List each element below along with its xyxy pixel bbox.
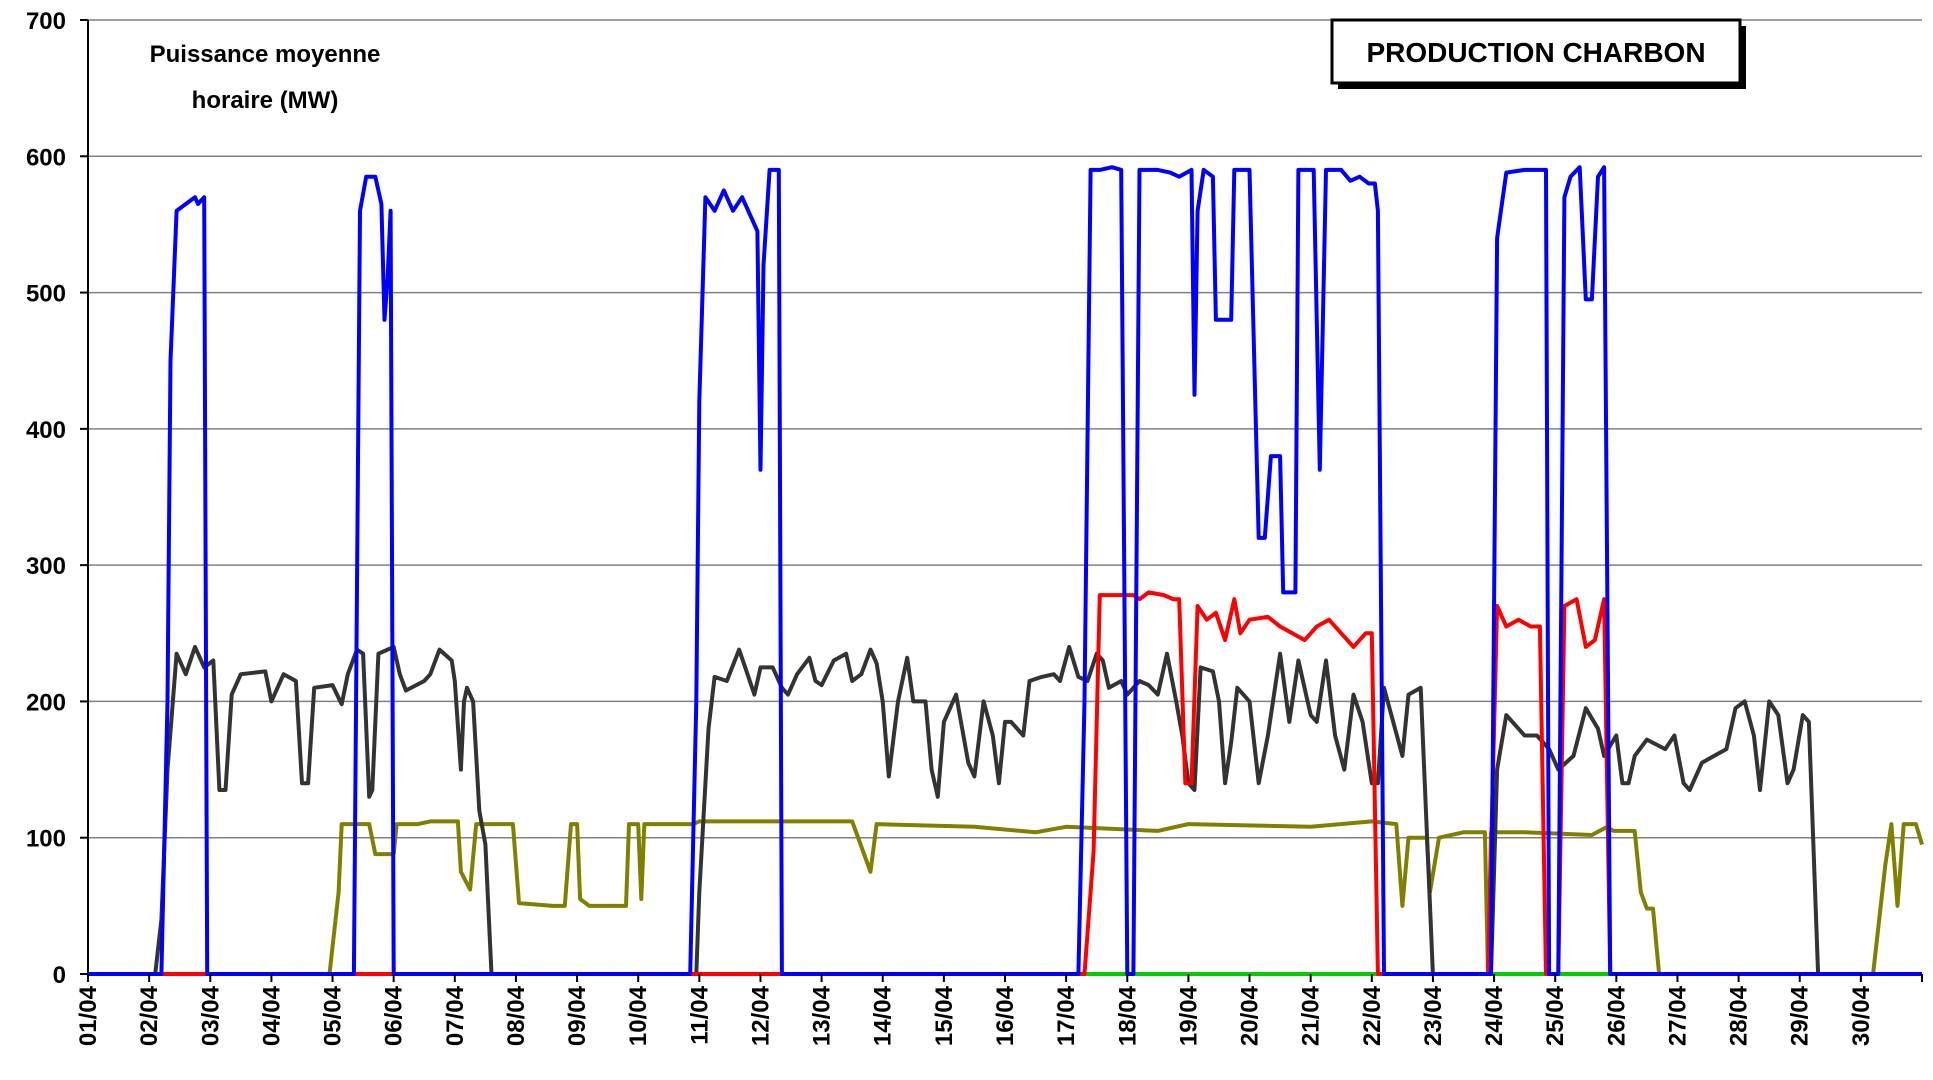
chart-title: PRODUCTION CHARBON [1366, 37, 1705, 68]
x-tick-label: 12/04 [747, 985, 774, 1046]
chart-title-box: PRODUCTION CHARBON [1330, 18, 1746, 89]
y-tick-label: 100 [26, 826, 66, 853]
x-axis-ticks: 01/04 02/04 03/04 04/04 05/04 06/04 07/04 08/04… [75, 974, 1923, 1046]
x-tick-label: 11/04 [686, 985, 713, 1044]
series-line-1 [88, 819, 1924, 976]
x-tick-label: 17/04 [1053, 985, 1080, 1046]
x-tick-label: 06/04 [381, 985, 408, 1046]
x-tick-label: 15/04 [931, 985, 958, 1046]
x-tick-label: 24/04 [1481, 985, 1508, 1046]
y-axis-label-line-2: horaire (MW) [192, 87, 339, 114]
series-line-4 [88, 165, 1922, 976]
x-tick-label: 16/04 [992, 985, 1019, 1046]
x-tick-label: 19/04 [1175, 985, 1202, 1046]
y-tick-label: 500 [26, 281, 66, 308]
x-tick-label: 03/04 [197, 985, 224, 1046]
y-tick-label: 0 [53, 962, 66, 989]
x-tick-label: 27/04 [1664, 985, 1691, 1046]
y-tick-label: 600 [26, 144, 66, 171]
x-tick-label: 14/04 [870, 985, 897, 1046]
x-tick-label: 23/04 [1420, 985, 1447, 1046]
y-tick-label: 300 [26, 553, 66, 580]
x-tick-label: 08/04 [503, 985, 530, 1046]
x-tick-label: 21/04 [1298, 985, 1325, 1046]
y-axis-label-line-1: Puissance moyenne [150, 41, 381, 68]
x-tick-label: 29/04 [1787, 985, 1814, 1046]
x-tick-label: 10/04 [625, 985, 652, 1046]
x-tick-label: 18/04 [1114, 985, 1141, 1046]
x-tick-label: 28/04 [1726, 985, 1753, 1046]
x-tick-label: 26/04 [1603, 985, 1630, 1046]
x-tick-label: 09/04 [564, 985, 591, 1046]
x-tick-label: 13/04 [809, 985, 836, 1046]
y-axis-ticks: 0 100 200 300 400 500 600 700 [26, 8, 88, 989]
x-tick-label: 20/04 [1237, 985, 1264, 1046]
y-tick-label: 700 [26, 8, 66, 35]
y-tick-label: 400 [26, 417, 66, 444]
x-tick-label: 25/04 [1542, 985, 1569, 1046]
x-tick-label: 30/04 [1848, 985, 1875, 1046]
x-tick-label: 01/04 [75, 985, 102, 1046]
title-box-frame [1330, 18, 1742, 85]
x-tick-label: 04/04 [258, 985, 285, 1046]
x-tick-label: 07/04 [442, 985, 469, 1046]
y-tick-label: 200 [26, 689, 66, 716]
x-tick-label: 22/04 [1359, 985, 1386, 1046]
x-tick-label: 02/04 [136, 985, 163, 1046]
x-tick-label: 05/04 [320, 985, 347, 1046]
